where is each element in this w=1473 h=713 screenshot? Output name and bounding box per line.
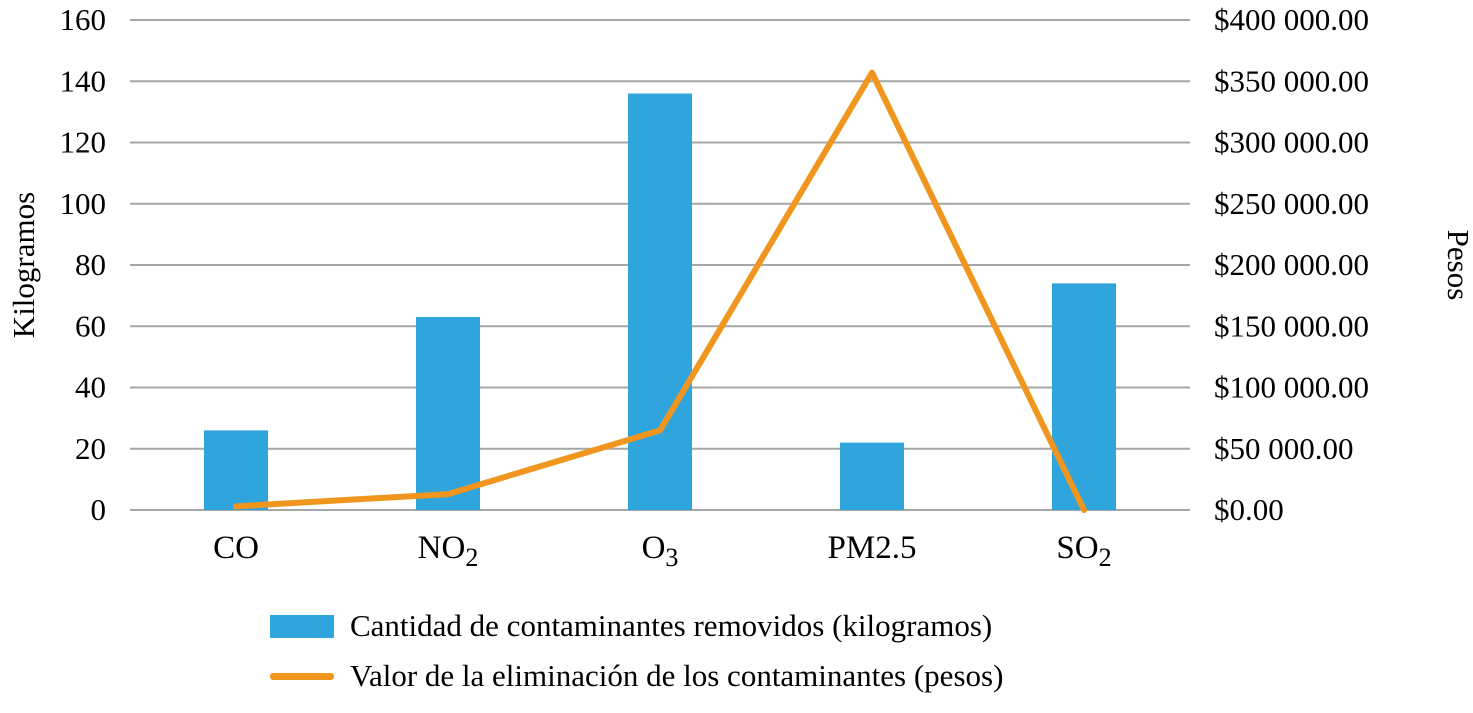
right-axis-tick: $100 000.00	[1214, 370, 1369, 405]
line-series-swatch	[270, 672, 334, 680]
left-axis-tick: 80	[75, 247, 106, 282]
right-axis-tick: $250 000.00	[1214, 186, 1369, 221]
left-axis-tick: 120	[60, 125, 107, 160]
category-label-O3: O3	[642, 530, 679, 572]
left-axis-tick: 60	[75, 308, 106, 343]
category-label-CO: CO	[213, 530, 259, 566]
left-axis-tick: 100	[60, 186, 107, 221]
chart-plot-area: 0 $0.00 20 $50 000.00 40 $100 000.00 60 $150 00…	[6, 2, 1473, 572]
bar-NO2	[416, 317, 480, 510]
bar-CO	[204, 430, 268, 510]
chart-legend: Cantidad de contaminantes removidos (kil…	[270, 608, 1003, 694]
right-axis-tick: $50 000.00	[1214, 431, 1354, 466]
right-axis-tick: $200 000.00	[1214, 247, 1369, 282]
line-series-label: Valor de la eliminación de los contamina…	[350, 658, 1004, 693]
category-label-PM2.5: PM2.5	[828, 530, 917, 566]
left-axis-tick: 160	[60, 2, 107, 37]
bar-series-label: Cantidad de contaminantes removidos (kil…	[350, 608, 993, 643]
value-line	[233, 69, 1087, 513]
left-axis-tick: 20	[75, 431, 106, 466]
right-axis-tick: $300 000.00	[1214, 125, 1369, 160]
left-axis-tick: 40	[75, 370, 106, 405]
right-axis-tick: $150 000.00	[1214, 308, 1369, 343]
right-axis-tick: $0.00	[1214, 492, 1284, 527]
bar-series-swatch	[270, 614, 334, 638]
bar-SO2	[1052, 283, 1116, 510]
bar-O3	[628, 93, 692, 510]
category-label-NO2: NO2	[418, 530, 479, 572]
left-axis-title: Kilogramos	[6, 192, 41, 338]
left-axis-tick: 0	[91, 492, 107, 527]
category-label-SO2: SO2	[1056, 530, 1111, 572]
legend-item-line-series: Valor de la eliminación de los contamina…	[270, 658, 1003, 694]
right-axis-tick: $350 000.00	[1214, 63, 1369, 98]
bar-PM2.5	[840, 442, 904, 510]
left-axis-tick: 140	[60, 63, 107, 98]
legend-item-bar-series: Cantidad de contaminantes removidos (kil…	[270, 608, 1003, 644]
right-axis-tick: $400 000.00	[1214, 2, 1369, 37]
right-axis-title: Pesos	[1441, 230, 1473, 301]
